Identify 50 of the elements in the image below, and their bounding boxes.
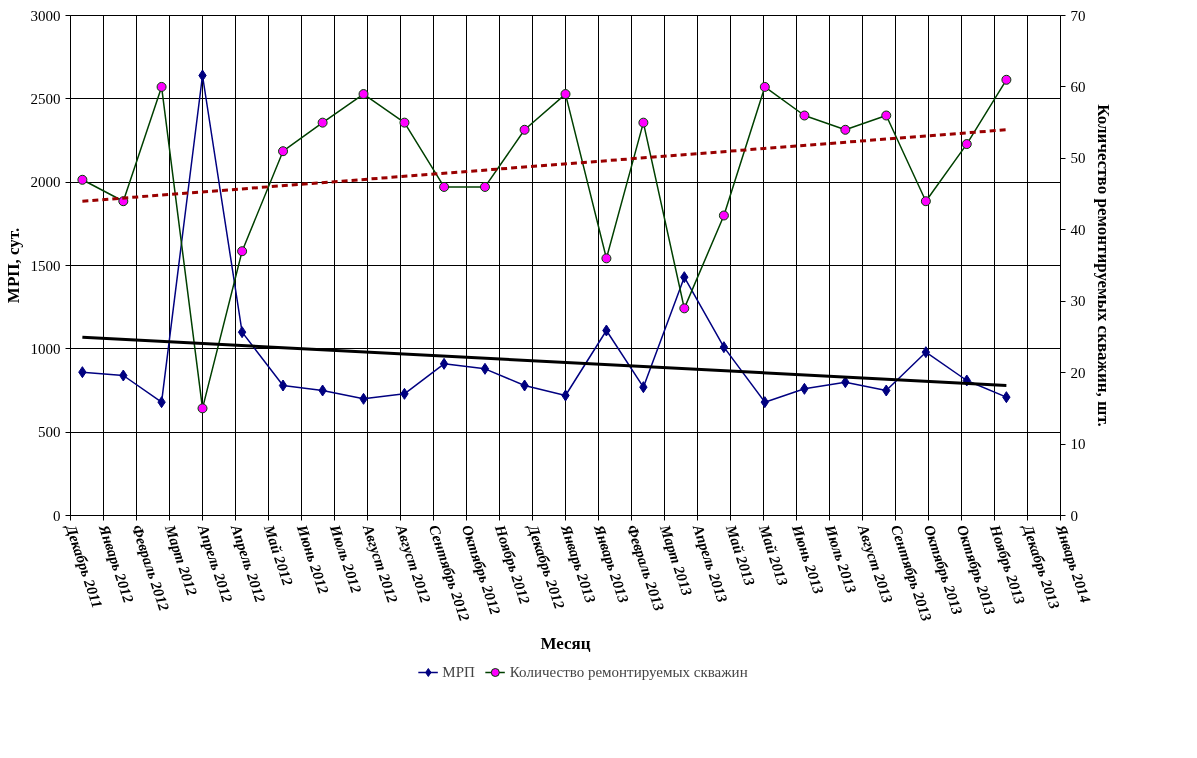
y2-tick-label: 40: [1070, 221, 1086, 238]
y-tick-label: 1000: [30, 340, 61, 357]
point: [156, 81, 167, 92]
y-tick-label: 2000: [30, 174, 61, 191]
point: [77, 174, 88, 185]
point: [920, 196, 931, 207]
x-axis-title: Месяц: [540, 633, 591, 653]
point: [439, 357, 449, 370]
y-tick-label: 1500: [30, 257, 61, 274]
point: [799, 110, 810, 121]
point: [638, 117, 649, 128]
point: [759, 81, 770, 92]
point: [1001, 74, 1012, 85]
y2-tick-label: 20: [1070, 364, 1086, 381]
point: [881, 110, 892, 121]
point: [840, 124, 851, 135]
x-tick-label: Май 2012: [260, 522, 297, 589]
y2-tick-label: 0: [1070, 507, 1078, 524]
y2-axis-title: Количество ремонтируемых скважин, шт.: [1093, 104, 1113, 427]
point: [480, 362, 490, 375]
point: [278, 146, 289, 157]
point: [399, 117, 410, 128]
point: [278, 379, 288, 392]
point: [317, 117, 328, 128]
point: [601, 253, 612, 264]
y-tick-label: 3000: [30, 7, 61, 24]
point: [519, 124, 530, 135]
y-axis-title: МРП, сут.: [3, 227, 23, 304]
point: [197, 403, 208, 414]
y-tick-label: 500: [38, 424, 61, 441]
y2-tick-label: 70: [1070, 7, 1086, 24]
y2-tick-label: 10: [1070, 436, 1086, 453]
y-tick-label: 0: [53, 507, 61, 524]
point: [679, 303, 690, 314]
point: [479, 181, 490, 192]
point: [560, 89, 571, 100]
point: [961, 139, 972, 150]
point: [237, 326, 247, 339]
point: [358, 89, 369, 100]
legend-label: Количество ремонтируемых скважин: [509, 663, 748, 681]
y-tick-label: 2500: [30, 90, 61, 107]
point: [718, 210, 729, 221]
point: [719, 341, 729, 354]
legend-label: МРП: [442, 663, 475, 681]
point: [439, 181, 450, 192]
point: [921, 346, 931, 359]
point: [237, 246, 248, 257]
y2-tick-label: 60: [1070, 78, 1086, 95]
y2-tick-label: 50: [1070, 150, 1086, 167]
y2-tick-label: 30: [1070, 293, 1086, 310]
